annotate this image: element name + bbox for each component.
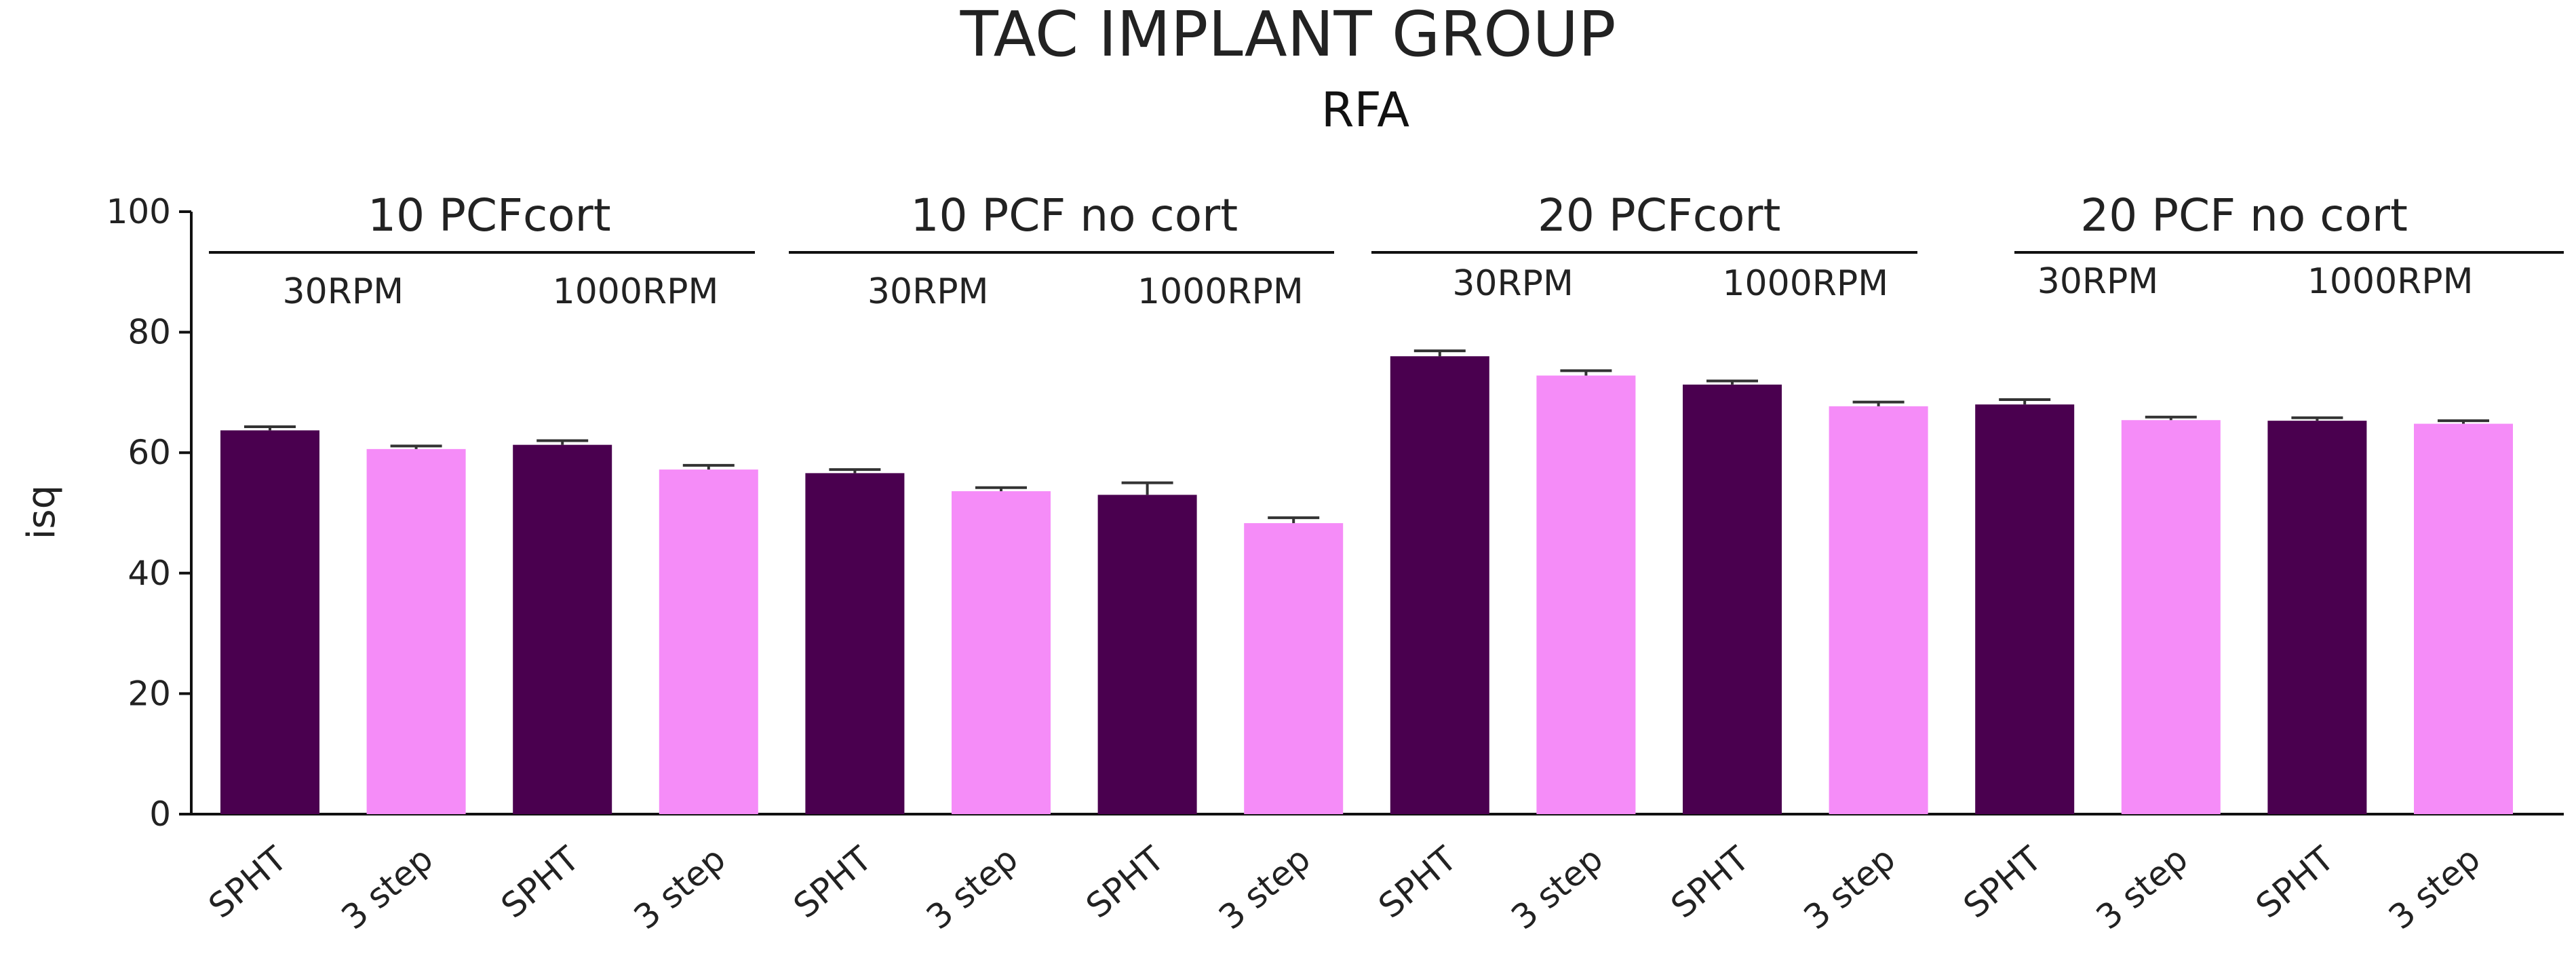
bar [1390, 356, 1489, 814]
y-tick-label: 20 [128, 674, 171, 713]
subgroup-label: 1000RPM [1722, 263, 1888, 304]
x-tick-label: SPHT [494, 839, 587, 925]
y-axis-label: isq [20, 485, 64, 539]
group-label: 10 PCFcort [368, 189, 611, 242]
x-tick-label: SPHT [1664, 839, 1757, 925]
subgroup-label: 1000RPM [553, 271, 719, 312]
x-tick-label: SPHT [1078, 839, 1171, 925]
subgroup-label: 30RPM [2037, 261, 2159, 302]
bar [513, 444, 612, 814]
subgroup-label: 1000RPM [2307, 261, 2474, 302]
bar [1536, 375, 1636, 814]
group-label: 20 PCFcort [1538, 189, 1781, 242]
subgroup-label: 1000RPM [1137, 271, 1304, 312]
subgroup-label: 30RPM [283, 271, 404, 312]
bar [1975, 404, 2075, 814]
x-tick-label: 3 step [2381, 839, 2488, 938]
y-tick-label: 80 [128, 313, 171, 352]
x-tick-label: 3 step [1797, 839, 1903, 938]
chart-title: TAC IMPLANT GROUP [960, 0, 1616, 71]
y-tick-label: 60 [128, 433, 171, 472]
x-tick-label: SPHT [1371, 839, 1464, 925]
bar [220, 430, 319, 814]
bar [805, 473, 905, 814]
group-label: 20 PCF no cort [2080, 189, 2408, 242]
y-tick-label: 0 [149, 794, 171, 834]
x-tick-label: 3 step [1211, 839, 1318, 938]
x-tick-label: SPHT [786, 839, 879, 925]
y-tick-label: 100 [106, 192, 171, 231]
bar [1097, 495, 1197, 814]
bar [2414, 423, 2513, 814]
chart-subtitle: RFA [1321, 82, 1409, 138]
x-tick-label: SPHT [1956, 839, 2049, 925]
bar [2121, 420, 2221, 814]
x-tick-label: 3 step [1504, 839, 1610, 938]
bar [659, 469, 758, 814]
bar [1683, 384, 1782, 814]
bar [2267, 421, 2367, 814]
bar [366, 448, 466, 814]
subgroup-label: 30RPM [867, 271, 989, 312]
x-tick-label: 3 step [627, 839, 733, 938]
bar [1829, 406, 1928, 814]
x-tick-label: SPHT [2248, 839, 2341, 925]
y-tick-label: 40 [128, 554, 171, 593]
group-label: 10 PCF no cort [910, 189, 1238, 242]
bar [1244, 523, 1344, 814]
x-tick-label: 3 step [919, 839, 1026, 938]
x-tick-label: SPHT [201, 839, 294, 925]
x-tick-label: 3 step [2089, 839, 2196, 938]
subgroup-label: 30RPM [1452, 263, 1574, 304]
x-tick-label: 3 step [334, 839, 441, 938]
bar [952, 491, 1051, 814]
